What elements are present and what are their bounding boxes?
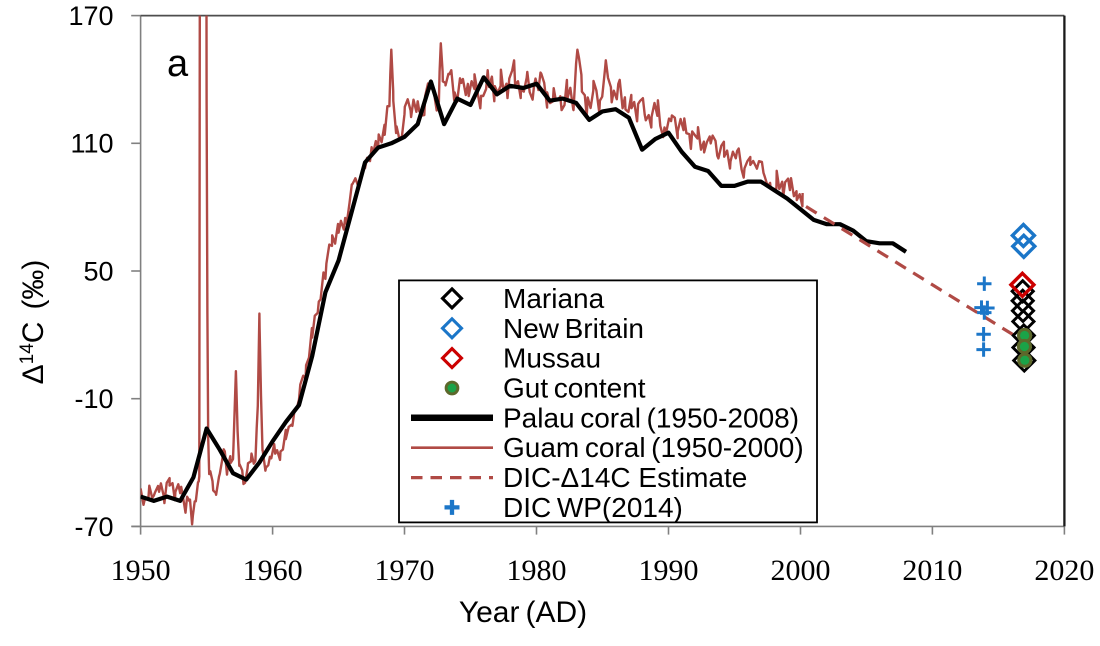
svg-text:-70: -70 (74, 512, 113, 542)
svg-text:Mussau: Mussau (503, 343, 601, 374)
svg-text:110: 110 (70, 129, 113, 159)
svg-text:a: a (167, 43, 189, 85)
svg-text:DIC WP(2014): DIC WP(2014) (503, 492, 683, 523)
svg-text:1990: 1990 (639, 554, 699, 587)
svg-text:Year (AD): Year (AD) (459, 596, 587, 629)
svg-text:New Britain: New Britain (503, 313, 644, 344)
svg-text:1950: 1950 (111, 554, 171, 587)
svg-text:Δ14C (‰): Δ14C (‰) (17, 260, 50, 385)
svg-text:2020: 2020 (1034, 554, 1094, 587)
svg-text:-10: -10 (74, 384, 113, 414)
svg-text:1970: 1970 (375, 554, 435, 587)
svg-text:2010: 2010 (902, 554, 962, 587)
svg-text:Palau coral (1950-2008): Palau coral (1950-2008) (503, 402, 799, 433)
svg-text:50: 50 (83, 256, 113, 286)
svg-text:Gut content: Gut content (503, 373, 646, 404)
svg-text:1960: 1960 (243, 554, 303, 587)
svg-text:Mariana: Mariana (503, 283, 605, 314)
svg-text:DIC-Δ14C Estimate: DIC-Δ14C Estimate (503, 462, 747, 493)
svg-text:170: 170 (68, 1, 113, 31)
svg-text:Guam coral (1950-2000): Guam coral (1950-2000) (503, 432, 804, 463)
svg-text:1980: 1980 (507, 554, 567, 587)
svg-text:2000: 2000 (771, 554, 831, 587)
